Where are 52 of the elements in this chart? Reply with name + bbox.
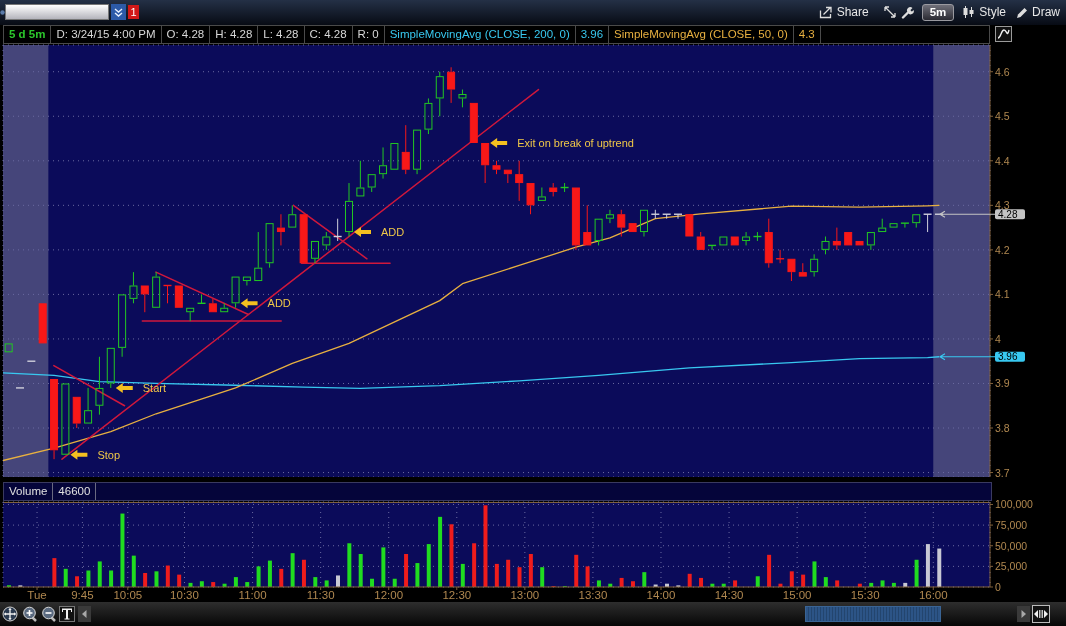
x-tick-label: 12:00 — [374, 589, 404, 601]
x-tick-label: 13:30 — [578, 589, 608, 601]
text: Style — [979, 5, 1006, 19]
text: Share — [836, 5, 869, 19]
x-tick-label: 10:05 — [113, 589, 143, 601]
x-tick-label: 15:00 — [782, 589, 812, 601]
text: SimpleMovingAvg (CLOSE, 50, 0) — [609, 26, 794, 43]
text: 3.96 — [575, 26, 610, 43]
button: 5m — [921, 3, 955, 21]
chart-title: Volume — [4, 483, 54, 500]
y-tick-label: 3.8 — [995, 422, 1010, 435]
text: 4.3 — [793, 26, 821, 43]
x-tick-label: Tue — [27, 589, 47, 601]
y-tick-label: 3.7 — [995, 466, 1010, 479]
x-tick-label: 10:30 — [170, 589, 199, 601]
x-tick-label: 9:45 — [71, 589, 94, 601]
x-tick-label: 14:00 — [646, 589, 676, 601]
annotation: ADD — [267, 297, 291, 310]
y-tick-label: 100,000 — [995, 498, 1034, 511]
y-tick-label: 4 — [995, 332, 1001, 345]
y-tick-label: 4.4 — [995, 154, 1010, 167]
text: SimpleMovingAvg (CLOSE, 200, 0) — [384, 26, 576, 43]
text: C: 4.28 — [304, 26, 353, 43]
y-tick-label: 4.6 — [995, 65, 1010, 78]
annotation: Stop — [97, 448, 121, 461]
badge: 1 — [128, 5, 139, 19]
x-tick-label: 12:30 — [442, 589, 472, 601]
text: L: 4.28 — [258, 26, 305, 43]
x-tick-label: 14:30 — [714, 589, 744, 601]
text: R: 0 — [352, 26, 385, 43]
text: Draw — [1031, 5, 1060, 19]
annotation: 3.96 — [998, 351, 1018, 363]
y-tick-label: 4.2 — [995, 243, 1010, 256]
y-tick-label: 3.9 — [995, 377, 1010, 390]
chart-title: 5 d 5m — [4, 26, 52, 43]
y-tick-label: 4.1 — [995, 288, 1010, 301]
y-tick-label: 50,000 — [995, 539, 1028, 552]
text: H: 4.28 — [210, 26, 259, 43]
annotation: Exit on break of uptrend — [517, 136, 634, 149]
text: 46600 — [53, 483, 97, 500]
y-tick-label: 4.5 — [995, 110, 1010, 123]
y-tick-label: 0 — [995, 581, 1001, 593]
x-tick-label: 11:00 — [238, 589, 267, 601]
x-tick-label: 15:30 — [850, 589, 880, 601]
text: O: 4.28 — [161, 26, 211, 43]
x-tick-label: 13:00 — [510, 589, 540, 601]
x-tick-label: 16:00 — [918, 589, 948, 601]
annotation: ADD — [381, 226, 405, 239]
x-tick-label: 11:30 — [306, 589, 335, 601]
y-tick-label: 25,000 — [995, 560, 1028, 573]
text: D: 3/24/15 4:00 PM — [51, 26, 162, 43]
y-tick-label: 75,000 — [995, 519, 1028, 532]
